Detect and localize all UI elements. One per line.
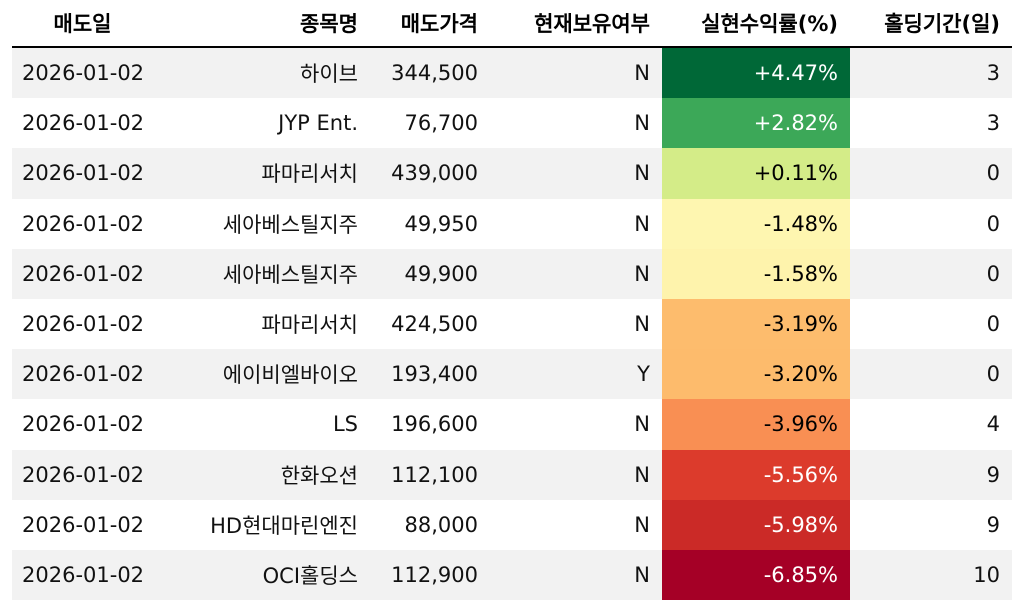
holding-status-cell: N: [634, 512, 650, 537]
sell-date-cell: 2026-01-02: [12, 47, 165, 99]
sell-price-cell: 439,000: [370, 148, 490, 199]
sell-price-cell: 112,100: [370, 449, 490, 500]
table-row: 2026-01-02 HD현대마린엔진 88,000 N -5.98% 9: [12, 499, 1012, 550]
holding-status-cell: N: [634, 111, 650, 136]
table-row: 2026-01-02 한화오션 112,100 N -5.56% 9: [12, 449, 1012, 500]
realized-return-cell: -1.48%: [662, 198, 850, 249]
sell-price-cell: 49,950: [404, 211, 478, 236]
realized-return-cell: -3.20%: [662, 349, 850, 400]
sell-date-cell: 2026-01-02: [12, 148, 165, 199]
holding-days-cell: 9: [986, 512, 1000, 537]
stock-name-cell: 하이브: [165, 47, 370, 99]
sell-price-cell: 88,000: [404, 512, 478, 537]
stock-name-cell: 한화오션: [165, 449, 370, 500]
sell-date-cell: 2026-01-02: [22, 312, 145, 337]
sell-price-cell: 76,700: [404, 111, 478, 136]
holding-status-cell: N: [634, 412, 650, 437]
realized-return-cell: +2.82%: [662, 98, 850, 149]
holding-status-cell: N: [490, 549, 662, 601]
holding-status-cell: N: [490, 148, 662, 199]
sell-price-cell: 424,500: [391, 312, 478, 337]
header-row: 매도일 종목명 매도가격 현재보유여부 실현수익률(%) 홀딩기간(일): [12, 0, 1012, 48]
sell-date-cell: 2026-01-02: [22, 111, 145, 136]
stock-name-cell: LS: [332, 412, 358, 437]
stock-name-cell: 세아베스틸지주: [222, 212, 358, 237]
header-holding-status: 현재보유여부: [490, 0, 662, 48]
realized-return-cell: +4.47%: [662, 47, 850, 99]
table-row: 2026-01-02 하이브 344,500 N +4.47% 3: [12, 47, 1012, 99]
holding-status-cell: N: [490, 449, 662, 500]
holding-status-cell: N: [634, 211, 650, 236]
header-realized-return: 실현수익률(%): [662, 0, 850, 48]
table-row: 2026-01-02 OCI홀딩스 112,900 N -6.85% 10: [12, 549, 1012, 601]
holding-status-cell: Y: [490, 349, 662, 400]
realized-return-cell: -5.56%: [662, 449, 850, 500]
table-row: 2026-01-02 파마리서치 424,500 N -3.19% 0: [12, 298, 1012, 350]
sell-date-cell: 2026-01-02: [12, 248, 165, 299]
sell-price-cell: 196,600: [391, 412, 478, 437]
realized-return-cell: -6.85%: [662, 549, 850, 601]
sell-price-cell: 112,900: [370, 549, 490, 601]
table-row: 2026-01-02 세아베스틸지주 49,900 N -1.58% 0: [12, 248, 1012, 299]
holding-status-cell: N: [634, 312, 650, 337]
holding-days-cell: 0: [850, 148, 1012, 199]
table-row: 2026-01-02 에이비엘바이오 193,400 Y -3.20% 0: [12, 349, 1012, 400]
stock-name-cell: 파마리서치: [165, 148, 370, 199]
realized-return-cell: -3.19%: [662, 298, 850, 350]
sell-price-cell: 193,400: [370, 349, 490, 400]
holding-days-cell: 0: [986, 211, 1000, 236]
stock-name-cell: JYP Ent.: [278, 111, 358, 136]
holding-status-cell: N: [490, 248, 662, 299]
sales-table: 매도일 종목명 매도가격 현재보유여부 실현수익률(%) 홀딩기간(일) 202…: [12, 0, 1012, 601]
stock-name-cell: HD현대마린엔진: [210, 513, 358, 538]
realized-return-cell: -3.96%: [662, 399, 850, 450]
realized-return-cell: -1.58%: [662, 248, 850, 299]
holding-days-cell: 9: [850, 449, 1012, 500]
sell-date-cell: 2026-01-02: [22, 412, 145, 437]
holding-days-cell: 10: [850, 549, 1012, 601]
table-row: 2026-01-02 LS 196,600 N -3.96% 4: [12, 399, 1012, 450]
sell-date-cell: 2026-01-02: [12, 549, 165, 601]
holding-days-cell: 4: [986, 412, 1000, 437]
header-sell-price: 매도가격: [370, 0, 490, 48]
table-row: 2026-01-02 세아베스틸지주 49,950 N -1.48% 0: [12, 198, 1012, 249]
stock-name-cell: 파마리서치: [261, 313, 358, 338]
holding-days-cell: 0: [986, 312, 1000, 337]
table-row: 2026-01-02 JYP Ent. 76,700 N +2.82% 3: [12, 98, 1012, 149]
realized-return-cell: +0.11%: [662, 148, 850, 199]
sell-date-cell: 2026-01-02: [12, 349, 165, 400]
stock-name-cell: 세아베스틸지주: [165, 248, 370, 299]
header-stock-name: 종목명: [165, 0, 370, 48]
stock-name-cell: OCI홀딩스: [165, 549, 370, 601]
table-row: 2026-01-02 파마리서치 439,000 N +0.11% 0: [12, 148, 1012, 199]
holding-days-cell: 3: [850, 47, 1012, 99]
stock-name-cell: 에이비엘바이오: [165, 349, 370, 400]
realized-return-cell: -5.98%: [662, 499, 850, 550]
header-holding-days: 홀딩기간(일): [850, 0, 1012, 48]
sell-date-cell: 2026-01-02: [22, 512, 145, 537]
header-sell-date: 매도일: [12, 0, 165, 48]
holding-status-cell: N: [490, 47, 662, 99]
sell-price-cell: 49,900: [370, 248, 490, 299]
sell-date-cell: 2026-01-02: [22, 211, 145, 236]
holding-days-cell: 0: [850, 248, 1012, 299]
holding-days-cell: 3: [986, 111, 1000, 136]
sell-date-cell: 2026-01-02: [12, 449, 165, 500]
sell-price-cell: 344,500: [370, 47, 490, 99]
holding-days-cell: 0: [850, 349, 1012, 400]
